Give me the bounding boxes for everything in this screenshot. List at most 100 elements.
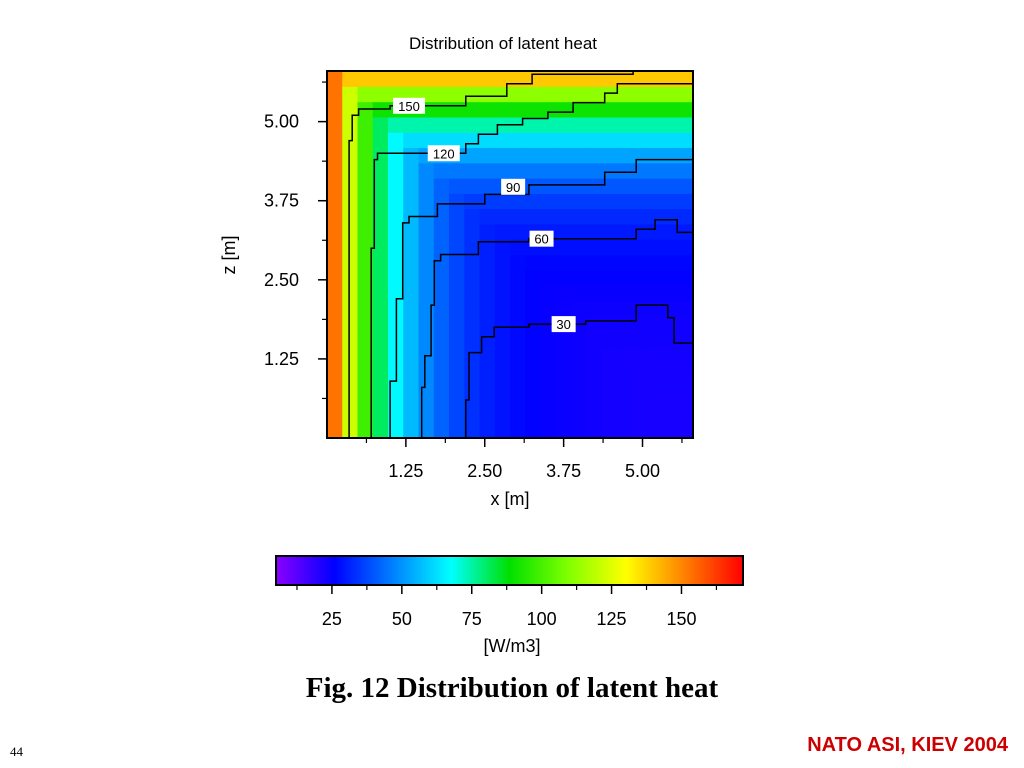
heatmap-cell	[540, 116, 557, 133]
heatmap-cell	[327, 162, 343, 179]
heatmap-cell	[586, 269, 603, 286]
heatmap-cell	[357, 178, 374, 194]
heatmap-cell	[647, 86, 664, 103]
heatmap-cell	[571, 300, 587, 317]
heatmap-cell	[540, 254, 557, 271]
heatmap-cell	[449, 132, 465, 149]
heatmap-cell	[677, 346, 693, 363]
heatmap-cell	[494, 208, 511, 225]
heatmap-cell	[601, 315, 618, 332]
contour-label-bg	[529, 230, 554, 247]
heatmap-cell	[479, 361, 496, 378]
heatmap-cell	[616, 162, 633, 179]
heatmap-cell	[510, 269, 526, 286]
contour-label-bg	[551, 316, 576, 333]
heatmap-cell	[555, 208, 572, 225]
heatmap-cell	[418, 330, 435, 347]
heatmap-cell	[586, 116, 603, 133]
heatmap-cell	[510, 193, 526, 210]
heatmap-cell	[571, 407, 587, 424]
heatmap-cell	[601, 101, 618, 118]
heatmap-cell	[601, 346, 618, 363]
heatmap-cell	[342, 392, 359, 409]
heatmap-cell	[372, 392, 389, 409]
heatmap-cell	[494, 346, 511, 363]
heatmap-cell	[647, 361, 664, 378]
heatmap-cell	[418, 116, 435, 133]
heatmap-cell	[540, 361, 557, 378]
heatmap-cell	[510, 71, 526, 87]
heatmap-cell	[403, 346, 420, 363]
heatmap-cell	[433, 285, 450, 301]
heatmap-cell	[525, 392, 542, 409]
colorbar-tick-label: 50	[392, 609, 412, 629]
heatmap-cell	[647, 376, 664, 393]
heatmap-cell	[662, 178, 679, 194]
heatmap-cell	[555, 285, 572, 301]
heatmap-cell	[647, 116, 664, 133]
heatmap-cell	[586, 392, 603, 409]
heatmap-cell	[586, 239, 603, 256]
heatmap-cell	[677, 407, 693, 424]
heatmap-cell	[632, 116, 648, 133]
heatmap-cell	[433, 239, 450, 256]
heatmap-cell	[616, 254, 633, 271]
heatmap-cell	[632, 422, 648, 438]
heatmap-cell	[540, 285, 557, 301]
figure-caption: Fig. 12 Distribution of latent heat	[305, 672, 719, 704]
heatmap-cell	[555, 223, 572, 240]
contour-label-bg	[393, 97, 426, 114]
heatmap-cell	[494, 86, 511, 103]
heatmap-cell	[586, 147, 603, 164]
heatmap-cell	[494, 101, 511, 118]
heatmap-cell	[342, 361, 359, 378]
heatmap-cell	[479, 208, 496, 225]
heatmap-cell	[510, 254, 526, 271]
heatmap-cell	[433, 162, 450, 179]
heatmap-cell	[632, 254, 648, 271]
heatmap-cell	[372, 223, 389, 240]
heatmap-cell	[464, 71, 481, 87]
heatmap-cell	[403, 269, 420, 286]
heatmap-cell	[555, 116, 572, 133]
heatmap-cell	[571, 101, 587, 118]
heatmap-cell	[616, 101, 633, 118]
heatmap-cell	[647, 101, 664, 118]
heatmap-cell	[464, 208, 481, 225]
heatmap-cell	[372, 86, 389, 103]
heatmap-cell	[449, 315, 465, 332]
heatmap-cell	[372, 346, 389, 363]
heatmap-cell	[586, 407, 603, 424]
heatmap-cell	[418, 71, 435, 87]
heatmap-cell	[632, 178, 648, 194]
heatmap-cell	[372, 361, 389, 378]
heatmap-cell	[372, 330, 389, 347]
heatmap-cell	[372, 208, 389, 225]
heatmap-cell	[601, 330, 618, 347]
contour-label-bg	[427, 145, 460, 162]
heatmap-cell	[555, 178, 572, 194]
heatmap-cell	[327, 315, 343, 332]
heatmap-cell	[327, 346, 343, 363]
heatmap-cell	[372, 116, 389, 133]
heatmap-cell	[571, 376, 587, 393]
heatmap-cell	[403, 361, 420, 378]
heatmap-cell	[372, 407, 389, 424]
heatmap-cell	[327, 86, 343, 103]
heatmap-cell	[418, 269, 435, 286]
heatmap-cell	[632, 361, 648, 378]
heatmap-cell	[449, 392, 465, 409]
heatmap-cell	[372, 300, 389, 317]
heatmap-cell	[464, 223, 481, 240]
heatmap-cell	[647, 147, 664, 164]
heatmap-cell	[433, 361, 450, 378]
heatmap-cell	[555, 346, 572, 363]
heatmap-cell	[342, 193, 359, 210]
heatmap-cell	[525, 132, 542, 149]
heatmap-cell	[555, 392, 572, 409]
heatmap-cell	[479, 116, 496, 133]
contour-label: 60	[534, 232, 548, 247]
heatmap-cell	[327, 193, 343, 210]
heatmap-cell	[494, 193, 511, 210]
heatmap-cell	[433, 86, 450, 103]
